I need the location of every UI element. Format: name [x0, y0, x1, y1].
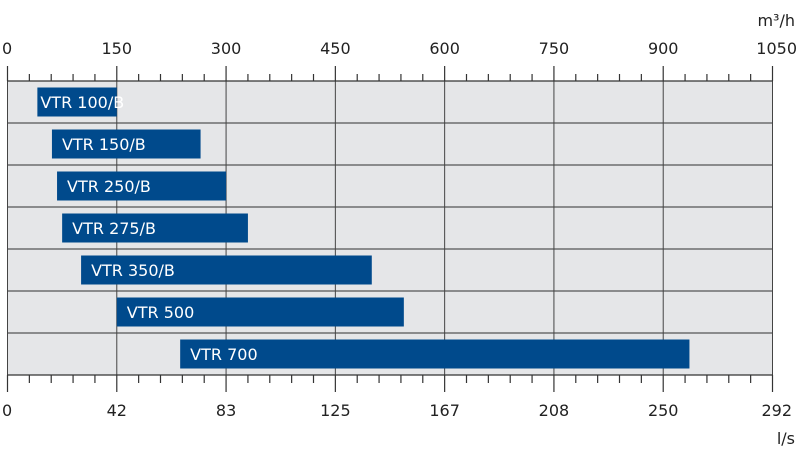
bar-label: VTR 350/B [91, 261, 175, 280]
bottom-tick-label: 125 [320, 401, 351, 420]
top-tick-label: 900 [648, 39, 679, 58]
top-axis-unit: m³/h [757, 11, 795, 30]
bottom-tick-label: 292 [761, 401, 792, 420]
bar-label: VTR 150/B [62, 135, 146, 154]
top-tick-label: 150 [102, 39, 133, 58]
bottom-tick-label: 167 [429, 401, 460, 420]
bar-vtr-250-b [57, 171, 227, 201]
bottom-tick-label: 42 [107, 401, 127, 420]
bar-label: VTR 275/B [72, 219, 156, 238]
bar-vtr-500 [116, 297, 404, 327]
bar-label: VTR 250/B [67, 177, 151, 196]
top-tick-label: 300 [211, 39, 242, 58]
bar-label: VTR 100/B [40, 93, 124, 112]
bar-label: VTR 700 [190, 345, 257, 364]
top-tick-label: 450 [320, 39, 351, 58]
bottom-axis-unit: l/s [777, 429, 795, 448]
bottom-tick-label: 250 [648, 401, 679, 420]
bar-vtr-350-b [81, 255, 372, 285]
top-tick-label: 1050 [756, 39, 797, 58]
bar-vtr-700 [180, 339, 690, 369]
top-tick-label: 0 [2, 39, 12, 58]
bar-label: VTR 500 [127, 303, 194, 322]
bottom-tick-label: 208 [539, 401, 570, 420]
bar-vtr-100-b [37, 87, 117, 117]
top-tick-label: 750 [539, 39, 570, 58]
bottom-tick-label: 0 [2, 401, 12, 420]
bottom-tick-label: 83 [216, 401, 236, 420]
bar-vtr-150-b [51, 129, 201, 159]
bar-vtr-275-b [62, 213, 248, 243]
top-tick-label: 600 [429, 39, 460, 58]
